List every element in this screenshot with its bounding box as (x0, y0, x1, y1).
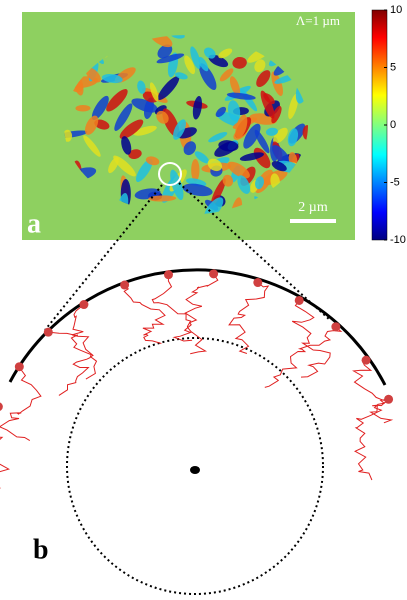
colorbar-tick-label: 0 (390, 119, 396, 131)
colorbar-tick-label: -10 (390, 234, 406, 246)
anchor-dot (164, 270, 173, 279)
anchor-dot (331, 322, 340, 331)
anchor-dot (209, 269, 218, 278)
center-dot (190, 466, 200, 474)
anchor-dot (44, 328, 53, 337)
anchor-dot (79, 300, 88, 309)
trajectory (124, 285, 165, 343)
colorbar-tick-label: -5 (390, 176, 400, 188)
trajectory (0, 367, 41, 441)
anchor-dot (295, 296, 304, 305)
trajectory (229, 283, 268, 354)
colorbar-tick-label: 10 (390, 4, 402, 16)
anchor-dot (0, 402, 3, 411)
trajectory (174, 274, 218, 341)
anchor-dot (384, 395, 393, 404)
colorbar-ticks: 10 5 0 -5 -10 (384, 4, 406, 246)
figure: Λ=1 µm 2 µm a 10 5 0 -5 -10 b (0, 0, 407, 600)
annotation: Λ=1 µm (296, 13, 340, 28)
anchor-dot (120, 281, 129, 290)
panel-b: b (0, 183, 393, 594)
panel-label: b (33, 534, 49, 565)
scale-bar-label: 2 µm (298, 200, 328, 215)
panel-label: a (27, 208, 41, 239)
anchor-dot (362, 356, 371, 365)
stripe (191, 159, 199, 181)
trajectory (0, 407, 9, 489)
trajectory (355, 399, 388, 480)
boundary-arc (10, 270, 385, 385)
trajectory (354, 360, 392, 423)
anchor-dot (15, 362, 24, 371)
colorbar-tick-label: 5 (390, 61, 396, 73)
anchor-dot (253, 278, 262, 287)
trajectory (152, 275, 205, 354)
trajectories (0, 269, 393, 488)
panel-a: Λ=1 µm 2 µm a 10 5 0 -5 -10 (22, 4, 406, 246)
